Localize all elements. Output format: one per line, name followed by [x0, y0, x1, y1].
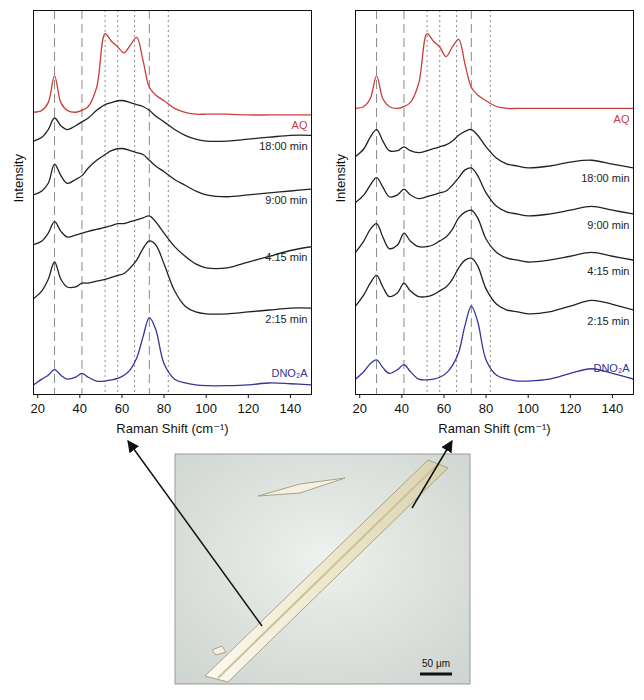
svg-text:Raman Shift (cm⁻¹): Raman Shift (cm⁻¹) [116, 421, 228, 436]
svg-text:120: 120 [559, 401, 581, 416]
svg-text:80: 80 [157, 401, 171, 416]
svg-text:DNO₂A: DNO₂A [593, 362, 630, 374]
svg-text:100: 100 [195, 401, 217, 416]
svg-text:140: 140 [602, 401, 624, 416]
svg-text:140: 140 [280, 401, 302, 416]
svg-text:50 μm: 50 μm [422, 658, 450, 669]
svg-text:9:00 min: 9:00 min [587, 219, 629, 231]
svg-text:DNO₂A: DNO₂A [271, 367, 308, 379]
svg-text:AQ: AQ [614, 113, 630, 125]
svg-text:60: 60 [437, 401, 451, 416]
svg-text:9:00 min: 9:00 min [265, 194, 307, 206]
svg-text:60: 60 [115, 401, 129, 416]
svg-text:18:00 min: 18:00 min [259, 140, 307, 152]
svg-text:18:00 min: 18:00 min [581, 172, 629, 184]
svg-text:Raman Shift (cm⁻¹): Raman Shift (cm⁻¹) [438, 421, 550, 436]
svg-text:AQ: AQ [292, 119, 308, 131]
svg-text:Intensity: Intensity [333, 154, 348, 203]
svg-text:40: 40 [73, 401, 87, 416]
svg-text:120: 120 [237, 401, 259, 416]
svg-text:20: 20 [30, 401, 44, 416]
svg-text:20: 20 [352, 401, 366, 416]
svg-text:100: 100 [517, 401, 539, 416]
svg-text:2:15 min: 2:15 min [265, 313, 307, 325]
svg-text:4:15 min: 4:15 min [587, 265, 629, 277]
svg-text:80: 80 [479, 401, 493, 416]
svg-text:4:15 min: 4:15 min [265, 251, 307, 263]
svg-text:40: 40 [395, 401, 409, 416]
svg-text:Intensity: Intensity [11, 154, 26, 203]
svg-text:2:15 min: 2:15 min [587, 315, 629, 327]
